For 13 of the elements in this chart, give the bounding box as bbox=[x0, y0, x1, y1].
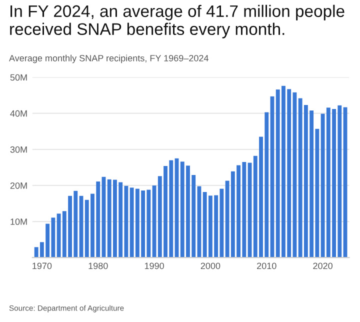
x-tick-label: 2010 bbox=[257, 262, 276, 270]
chart-title: In FY 2024, an average of 41.7 million people received SNAP benefits every month. bbox=[10, 4, 344, 38]
y-tick-label: 20M bbox=[10, 182, 27, 189]
x-tick-label: 1980 bbox=[88, 262, 108, 270]
y-tick-label: 40M bbox=[10, 110, 27, 117]
x-tick-label: 2000 bbox=[200, 262, 220, 270]
y-tick-label: 30M bbox=[10, 146, 27, 153]
chart-subtitle: Average monthly SNAP recipients, FY 1969–2024 bbox=[9, 54, 208, 64]
y-tick-label: 50M bbox=[10, 74, 27, 81]
x-tick-label: 1990 bbox=[144, 262, 164, 270]
y-tick-label: 10M bbox=[10, 218, 27, 225]
x-tick-label: 2020 bbox=[313, 262, 332, 270]
x-tick-label: 1970 bbox=[32, 262, 52, 270]
